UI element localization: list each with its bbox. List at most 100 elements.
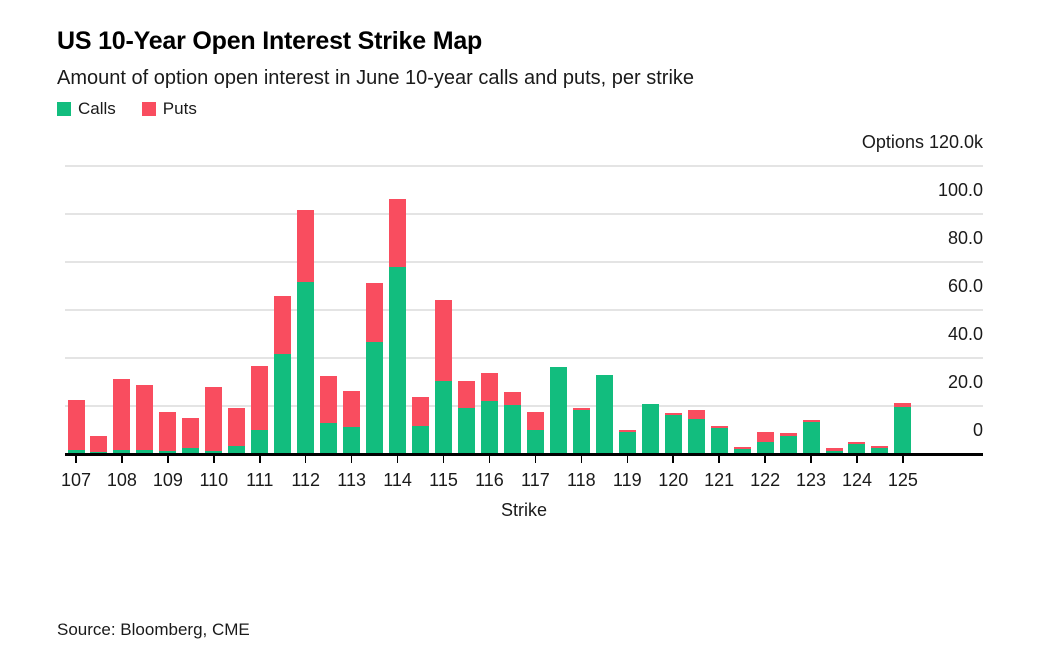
bar-puts-114 [389, 198, 407, 268]
x-tick-label-116: 116 [475, 470, 504, 490]
bar-puts-109 [159, 412, 177, 452]
y-tick-label: 100.0 [937, 180, 983, 201]
bar-puts-124.5 [871, 445, 889, 449]
open-interest-strike-chart: Strike Options 120.0k 100.0 80.0 60.0 40.0 20… [61, 132, 983, 520]
y-tick-label: 20.0 [947, 372, 983, 393]
x-tick-label-122: 122 [750, 470, 781, 490]
bar-calls-115 [435, 381, 453, 453]
chart-title: US 10-Year Open Interest Strike Map [57, 27, 483, 55]
x-tick-115 [442, 455, 445, 463]
calls-legend-label: Calls [78, 99, 116, 118]
bar-calls-110.5 [228, 445, 246, 453]
x-tick-116 [488, 455, 491, 463]
y-axis-title: Options 120.0k [861, 132, 983, 153]
bar-calls-125 [894, 406, 912, 453]
x-tick-label-113: 113 [337, 470, 366, 490]
bar-calls-107 [67, 449, 85, 453]
y-tick-label: 60.0 [947, 276, 983, 297]
bar-puts-112 [297, 209, 315, 283]
bar-puts-115 [435, 299, 453, 382]
x-tick-label-107: 107 [60, 470, 92, 490]
bar-calls-112 [297, 282, 315, 453]
x-tick-label-123: 123 [796, 470, 827, 490]
x-tick-label-118: 118 [566, 470, 596, 490]
x-tick-label-109: 109 [152, 470, 183, 490]
bar-calls-108.5 [136, 450, 154, 453]
bar-puts-125 [894, 402, 912, 407]
bar-calls-114 [389, 267, 407, 453]
bar-puts-110.5 [228, 407, 246, 446]
x-tick-111 [259, 455, 261, 463]
bar-puts-123 [802, 419, 820, 422]
bar-puts-116 [480, 372, 498, 401]
x-tick-label-114: 114 [383, 470, 412, 490]
gridline-60k [65, 309, 983, 311]
x-axis-label: Strike [500, 500, 547, 520]
x-tick-label-119: 119 [612, 470, 642, 490]
x-tick-123 [810, 455, 812, 463]
y-tick-label: 80.0 [947, 228, 983, 249]
x-tick-119 [626, 455, 629, 463]
bar-puts-110 [205, 387, 223, 451]
x-tick-114 [396, 455, 399, 463]
gridline-100k [65, 213, 983, 215]
bar-puts-121.5 [733, 447, 751, 450]
x-tick-112 [304, 455, 307, 463]
bar-puts-109.5 [182, 418, 200, 448]
bar-puts-107 [67, 400, 85, 450]
bar-puts-108.5 [136, 384, 154, 451]
bar-calls-116.5 [503, 404, 521, 453]
puts-legend-label: Puts [162, 99, 197, 118]
source-note: Source: Bloomberg, CME [57, 620, 250, 639]
legend: Calls Puts [57, 99, 197, 119]
legend-item-puts: Puts [141, 99, 197, 119]
bar-calls-121.5 [733, 449, 751, 453]
bar-puts-119 [618, 429, 636, 433]
bar-calls-108 [113, 450, 131, 453]
x-tick-label-112: 112 [291, 470, 321, 490]
bar-calls-122 [756, 442, 774, 453]
bar-calls-115.5 [457, 407, 475, 453]
bar-puts-112.5 [320, 376, 338, 424]
x-tick-110 [213, 455, 215, 463]
bar-puts-121 [710, 426, 728, 429]
bar-puts-120 [664, 412, 682, 416]
legend-item-calls: Calls [57, 99, 116, 119]
bar-calls-111.5 [274, 354, 292, 453]
x-tick-label-108: 108 [106, 470, 137, 490]
bar-calls-114.5 [412, 425, 430, 453]
gridline-120k [65, 165, 983, 167]
bar-calls-117.5 [549, 366, 567, 453]
bar-calls-123.5 [825, 451, 843, 453]
bar-puts-124 [848, 441, 866, 444]
bar-calls-113.5 [366, 342, 384, 453]
bar-puts-117 [526, 412, 544, 431]
y-tick-label: 40.0 [947, 324, 983, 345]
x-tick-label-124: 124 [841, 470, 872, 490]
bar-calls-124.5 [871, 448, 889, 453]
bar-calls-111 [251, 430, 269, 453]
x-tick-120 [672, 455, 674, 463]
x-tick-124 [856, 455, 858, 463]
x-tick-label-121: 121 [704, 470, 735, 490]
bar-calls-109 [159, 451, 177, 453]
gridline-80k [65, 261, 983, 263]
x-tick-label-111: 111 [246, 470, 274, 490]
x-tick-107 [75, 455, 77, 463]
bar-calls-118 [572, 410, 590, 453]
x-tick-label-110: 110 [199, 470, 229, 490]
x-tick-122 [764, 455, 766, 463]
bar-calls-119 [618, 432, 636, 453]
x-tick-label-125: 125 [887, 470, 918, 490]
bar-calls-119.5 [641, 404, 659, 453]
bar-calls-113 [343, 426, 361, 453]
gridline-20k [65, 405, 983, 407]
bar-calls-122.5 [779, 435, 797, 453]
x-tick-125 [902, 455, 904, 463]
x-tick-label-117: 117 [521, 470, 550, 490]
x-tick-117 [534, 455, 537, 463]
y-tick-label: 0 [972, 420, 983, 440]
x-tick-113 [350, 455, 353, 463]
bar-puts-118 [572, 407, 590, 411]
